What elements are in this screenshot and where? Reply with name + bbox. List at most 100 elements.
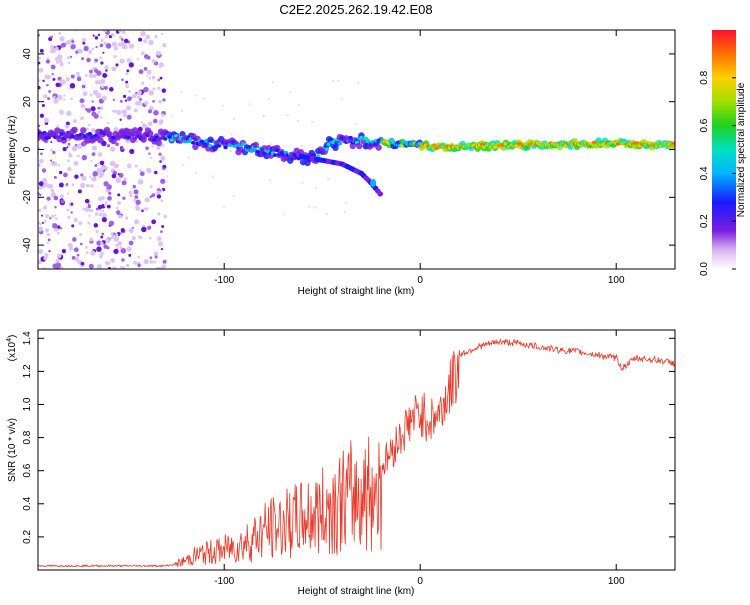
noise-point (155, 192, 159, 195)
noise-point (80, 261, 85, 266)
noise-point (97, 106, 101, 110)
trace-point (59, 132, 64, 136)
noise-point (103, 181, 109, 187)
noise-point (96, 246, 102, 252)
noise-point (52, 77, 56, 81)
noise-point (55, 259, 60, 263)
trace-halo (71, 126, 78, 134)
noise-point (77, 189, 82, 194)
noise-point (124, 99, 128, 102)
noise-point (106, 204, 111, 209)
noise-point (156, 146, 161, 150)
noise-point (121, 78, 124, 81)
noise-point (161, 264, 167, 269)
noise-point (63, 94, 66, 97)
noise-point (271, 81, 274, 84)
noise-point (53, 175, 57, 179)
noise-point (113, 46, 118, 51)
trace-halo (110, 137, 117, 145)
noise-point (71, 224, 75, 228)
noise-point (79, 242, 83, 246)
noise-point (131, 226, 134, 229)
noise-point (66, 192, 69, 195)
trace-halo (349, 142, 356, 150)
noise-point (104, 34, 108, 39)
noise-point (56, 253, 62, 259)
noise-point (143, 39, 147, 43)
branch-point (370, 178, 377, 187)
noise-point (332, 80, 335, 83)
x-tick-label: 0 (417, 275, 423, 286)
noise-point (126, 263, 130, 268)
noise-point (101, 213, 108, 219)
noise-point (154, 170, 158, 175)
noise-point (101, 196, 105, 200)
noise-point (66, 56, 70, 60)
noise-point (162, 43, 167, 48)
noise-point (115, 142, 119, 147)
noise-point (86, 183, 90, 188)
noise-point (67, 61, 71, 65)
noise-point (148, 236, 152, 240)
noise-point (187, 156, 190, 159)
noise-point (138, 169, 142, 172)
noise-point (143, 258, 149, 265)
noise-point (89, 208, 94, 213)
noise-point (343, 211, 346, 214)
noise-point (70, 202, 74, 206)
noise-point (106, 144, 111, 148)
noise-point (137, 179, 144, 185)
noise-point (57, 54, 63, 60)
noise-point (65, 183, 69, 186)
noise-point (52, 150, 56, 155)
noise-point (100, 85, 105, 89)
noise-point (38, 61, 41, 65)
noise-point (65, 121, 70, 126)
noise-point (79, 233, 83, 237)
noise-point (67, 215, 71, 219)
noise-point (38, 226, 44, 232)
noise-point (71, 39, 75, 44)
noise-point (108, 35, 112, 39)
noise-point (116, 211, 121, 216)
noise-point (148, 77, 152, 80)
noise-point (95, 46, 98, 49)
noise-point (103, 41, 107, 46)
noise-point (157, 236, 162, 242)
noise-point (56, 264, 61, 269)
noise-point (107, 122, 110, 125)
noise-point (100, 38, 104, 42)
noise-point (100, 165, 105, 171)
noise-point (50, 35, 53, 39)
noise-point (49, 49, 54, 54)
noise-point (85, 245, 88, 249)
noise-point (48, 250, 51, 253)
noise-point (355, 123, 358, 126)
noise-point (157, 212, 161, 216)
noise-point (62, 147, 67, 152)
branch-point (377, 191, 384, 197)
noise-point (99, 56, 102, 60)
noise-point (41, 178, 48, 184)
noise-point (60, 79, 65, 85)
trace-halo (155, 139, 162, 147)
y-tick-label: 40 (22, 48, 33, 60)
noise-point (50, 64, 56, 70)
y-axis-label-bottom: SNR (10 * v/v) (7, 418, 18, 482)
noise-point (203, 97, 206, 100)
noise-point (119, 118, 122, 121)
noise-point (93, 223, 99, 228)
noise-point (133, 260, 138, 265)
noise-point (141, 209, 144, 213)
noise-point (124, 216, 129, 220)
noise-point (133, 108, 138, 113)
noise-point (99, 106, 104, 111)
noise-point (152, 118, 158, 124)
noise-point (151, 75, 156, 80)
trace-point (337, 141, 343, 146)
noise-point (95, 207, 99, 211)
noise-point (89, 69, 93, 74)
noise-point (155, 266, 159, 269)
spectrogram-panel: C2E2.2025.262.19.42.E08 -100 0 100 -40 -20 0 2… (7, 2, 676, 297)
noise-point (44, 228, 50, 233)
